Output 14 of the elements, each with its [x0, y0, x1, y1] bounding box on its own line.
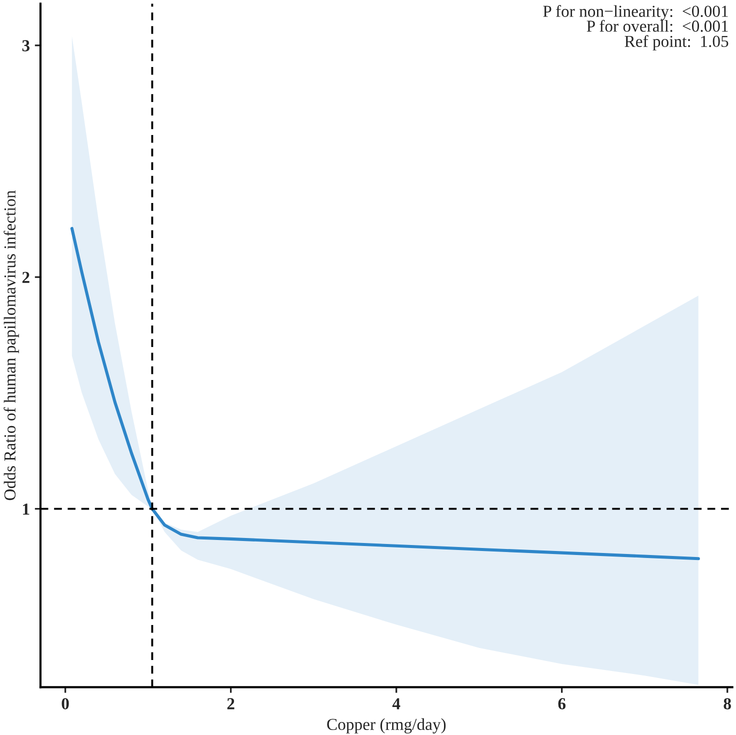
x-tick-label: 2: [227, 698, 234, 710]
x-tick-label: 0: [62, 698, 69, 710]
x-tick-label: 4: [392, 698, 400, 710]
x-tick-label: 6: [558, 698, 566, 710]
x-tick-label: 8: [724, 698, 731, 710]
y-axis-title: Odds Ratio of human papillomavirus infection: [4, 190, 19, 500]
annotation: Ref point: 1.05: [624, 35, 728, 50]
y-tick-label: 3: [22, 40, 30, 52]
annotation: P for overall: <0.001: [586, 20, 728, 32]
x-axis-title: Copper (rmg/day): [327, 718, 446, 734]
line-series: [70, 226, 700, 560]
annotation: P for non−linearity: <0.001: [543, 5, 728, 20]
y-tick-label: 2: [22, 272, 30, 283]
y-tick-label: 1: [23, 504, 30, 515]
